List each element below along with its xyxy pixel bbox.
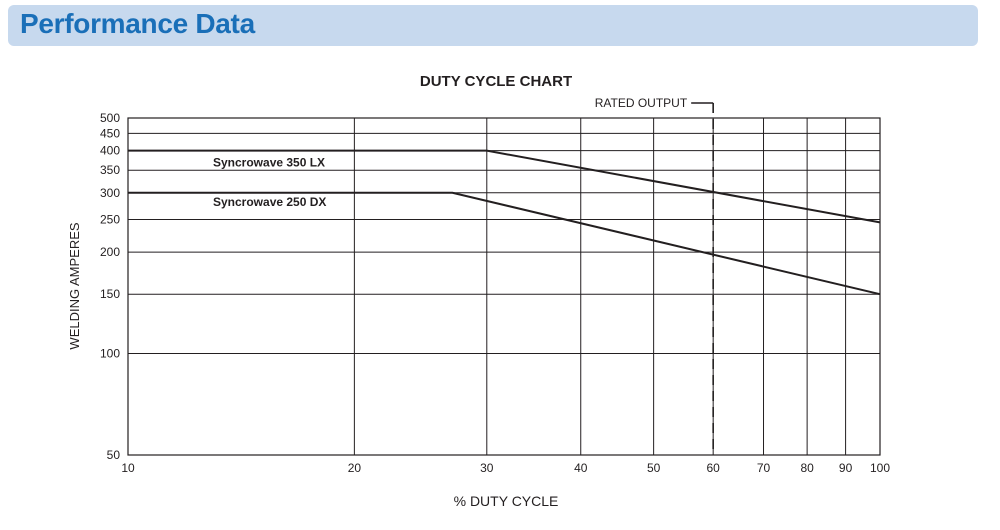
y-tick-label: 50: [107, 448, 121, 462]
y-tick-label: 100: [100, 347, 120, 361]
y-tick-label: 350: [100, 163, 120, 177]
x-tick-label: 30: [480, 461, 494, 475]
y-tick-label: 400: [100, 144, 120, 158]
header-bar: Performance Data: [8, 5, 978, 46]
x-axis-label: % DUTY CYCLE: [454, 493, 559, 509]
series-line: [128, 149, 881, 224]
page-title: Performance Data: [20, 8, 255, 39]
y-tick-label: 300: [100, 186, 120, 200]
y-tick-label: 250: [100, 212, 120, 226]
y-tick-label: 150: [100, 287, 120, 301]
rated-output-label: RATED OUTPUT: [595, 96, 688, 110]
y-tick-label: 500: [100, 111, 120, 125]
plot-border: [127, 117, 881, 456]
series-label: Syncrowave 250 DX: [213, 195, 326, 209]
y-tick-label: 450: [100, 126, 120, 140]
chart-series: [128, 102, 881, 455]
x-tick-label: 100: [870, 461, 890, 475]
x-tick-label: 50: [647, 461, 661, 475]
x-tick-label: 80: [800, 461, 814, 475]
chart-title: DUTY CYCLE CHART: [420, 73, 572, 90]
x-tick-label: 20: [348, 461, 362, 475]
x-tick-label: 10: [121, 461, 135, 475]
x-tick-label: 40: [574, 461, 588, 475]
x-tick-label: 60: [706, 461, 720, 475]
series-line: [128, 191, 881, 296]
x-tick-label: 70: [757, 461, 771, 475]
x-tick-label: 90: [839, 461, 853, 475]
series-label: Syncrowave 350 LX: [213, 156, 325, 170]
y-tick-label: 200: [100, 245, 120, 259]
y-axis-label: WELDING AMPERES: [67, 222, 82, 349]
